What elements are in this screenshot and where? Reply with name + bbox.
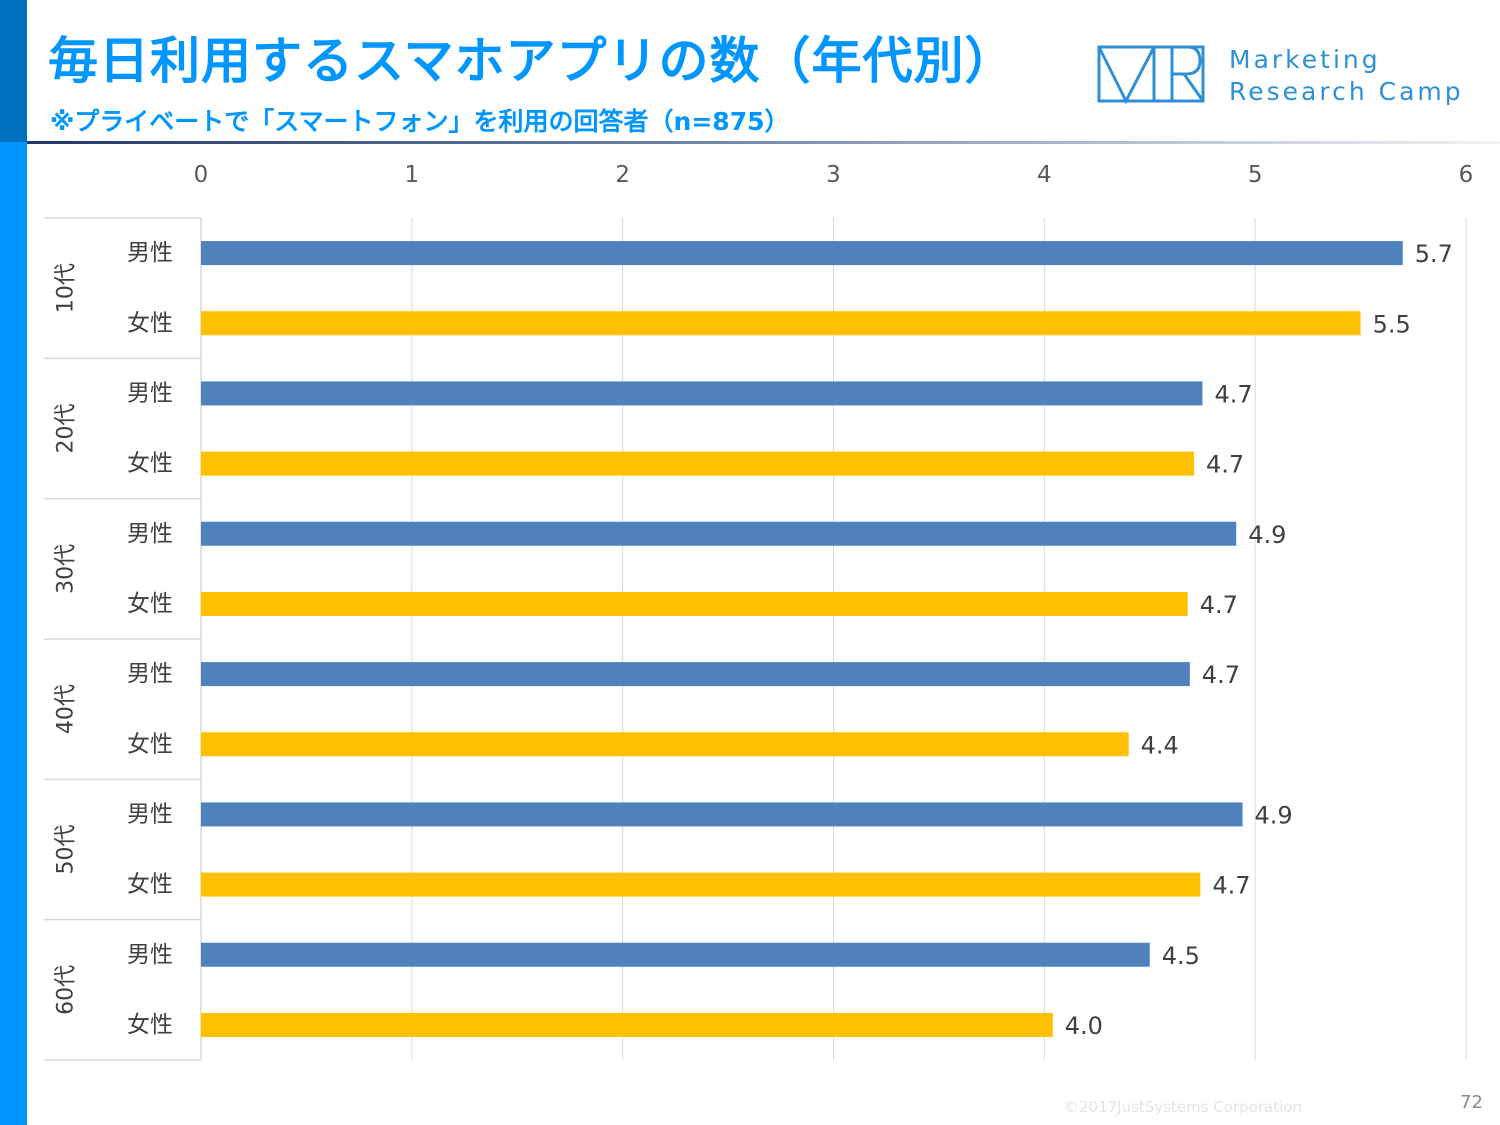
bar-category-label: 女性 <box>127 1012 173 1038</box>
bar <box>201 1012 1053 1037</box>
bar-category-label: 男性 <box>127 661 173 687</box>
bar-category-label: 女性 <box>127 731 173 757</box>
group-label: 60代 <box>54 965 79 1015</box>
data-label: 4.9 <box>1248 521 1286 549</box>
logo-text-line1: Marketing <box>1229 45 1381 74</box>
group-label: 40代 <box>54 684 79 734</box>
data-label: 5.5 <box>1373 310 1411 338</box>
group-label: 30代 <box>54 544 79 594</box>
copyright-text: ©2017JustSystems Corporation <box>1064 1098 1302 1116</box>
group-label: 20代 <box>54 404 79 454</box>
bar <box>201 451 1195 476</box>
group-label: 10代 <box>54 263 79 313</box>
data-label: 4.0 <box>1065 1012 1103 1040</box>
data-label: 4.7 <box>1202 661 1240 689</box>
bar-category-label: 男性 <box>127 942 173 968</box>
bar <box>201 802 1243 827</box>
company-logo: MR <box>1097 45 1205 105</box>
page-number: 72 <box>1460 1092 1483 1113</box>
group-label: 50代 <box>54 825 79 875</box>
header-divider <box>27 141 1500 144</box>
bar <box>201 311 1361 336</box>
bar-category-label: 女性 <box>127 310 173 336</box>
bar-category-label: 男性 <box>127 380 173 406</box>
x-tick-label: 3 <box>826 162 841 188</box>
bar-category-label: 女性 <box>127 872 173 898</box>
bar <box>201 591 1188 616</box>
bar-category-label: 女性 <box>127 591 173 617</box>
data-label: 4.7 <box>1214 380 1252 408</box>
bar <box>201 381 1203 406</box>
x-tick-label: 1 <box>405 162 420 188</box>
bar <box>201 942 1150 967</box>
x-tick-label: 0 <box>194 162 209 188</box>
logo-text-line2: Research Camp <box>1229 77 1464 106</box>
data-label: 4.7 <box>1206 451 1244 479</box>
bar <box>201 241 1403 266</box>
page-title: 毎日利用するスマホアプリの数（年代別） <box>48 32 1016 90</box>
bar-category-label: 女性 <box>127 451 173 477</box>
page-subtitle: ※プライベートで「スマートフォン」を利用の回答者（n=875） <box>50 107 790 136</box>
bar-category-label: 男性 <box>127 801 173 827</box>
data-label: 4.4 <box>1141 731 1179 759</box>
data-label: 4.9 <box>1255 801 1293 829</box>
sidebar-accent-top <box>0 0 27 142</box>
bar-category-label: 男性 <box>127 521 173 547</box>
data-label: 4.7 <box>1212 872 1250 900</box>
bar <box>201 732 1129 757</box>
data-label: 5.7 <box>1415 240 1453 268</box>
sidebar-accent-bottom <box>0 142 27 1125</box>
data-label: 4.5 <box>1162 942 1200 970</box>
data-label: 4.7 <box>1200 591 1238 619</box>
bar-category-label: 男性 <box>127 240 173 266</box>
bar <box>201 662 1190 687</box>
x-tick-label: 6 <box>1459 162 1474 188</box>
x-tick-label: 4 <box>1037 162 1052 188</box>
x-tick-label: 2 <box>615 162 630 188</box>
bar <box>201 872 1201 897</box>
x-tick-label: 5 <box>1248 162 1263 188</box>
bar <box>201 521 1237 546</box>
